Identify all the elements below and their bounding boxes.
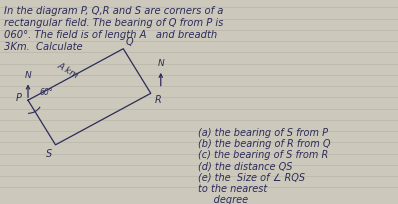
Text: to the nearest: to the nearest [198, 184, 267, 194]
Text: N: N [157, 59, 164, 68]
Text: 060°. The field is of length A   and breadth: 060°. The field is of length A and bread… [4, 30, 217, 40]
Text: (a) the bearing of S from P: (a) the bearing of S from P [198, 128, 328, 138]
Text: N: N [25, 71, 31, 80]
Text: (b) the bearing of R from Q: (b) the bearing of R from Q [198, 139, 330, 149]
Text: degree: degree [198, 195, 248, 204]
Text: A km: A km [55, 61, 80, 80]
Text: rectangular field. The bearing of Q from P is: rectangular field. The bearing of Q from… [4, 18, 223, 28]
Text: Q: Q [125, 37, 133, 47]
Text: In the diagram P, Q,R and S are corners of a: In the diagram P, Q,R and S are corners … [4, 6, 223, 16]
Text: (e) the  Size of ∠ RQS: (e) the Size of ∠ RQS [198, 173, 305, 183]
Text: 3Km.  Calculate: 3Km. Calculate [4, 42, 83, 52]
Text: P: P [16, 93, 22, 103]
Text: (c) the bearing of S from R: (c) the bearing of S from R [198, 150, 328, 160]
Text: R: R [155, 95, 162, 105]
Text: S: S [46, 149, 53, 159]
Text: 60°: 60° [40, 88, 54, 97]
Text: (d) the distance QS: (d) the distance QS [198, 162, 293, 172]
